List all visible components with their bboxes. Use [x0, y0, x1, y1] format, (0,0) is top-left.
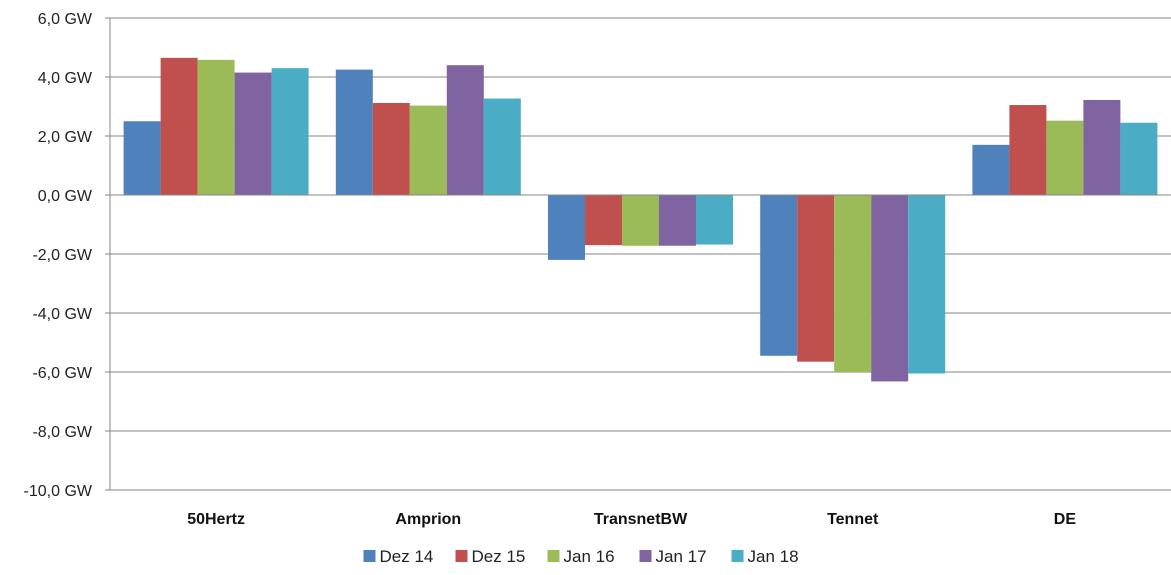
- bar: [197, 59, 235, 195]
- legend: Dez 14 Dez 15 Jan 16 Jan 17 Jan 18: [363, 547, 799, 566]
- legend-label: Jan 18: [748, 547, 799, 566]
- x-category-label: DE: [1054, 511, 1077, 528]
- x-category-labels: 50Hertz Amprion TransnetBW Tennet DE: [187, 511, 1076, 528]
- bar: [160, 57, 198, 196]
- legend-label: Dez 15: [472, 547, 526, 566]
- y-tick-label: 6,0 GW: [38, 11, 93, 28]
- y-tick-label: -2,0 GW: [32, 247, 92, 264]
- bar: [585, 195, 622, 246]
- x-category-label: Tennet: [827, 511, 879, 528]
- x-category-label: Amprion: [395, 511, 461, 528]
- bar: [1083, 100, 1121, 195]
- y-tick-label: 4,0 GW: [38, 70, 93, 87]
- legend-swatch: [547, 550, 560, 562]
- legend-label: Dez 14: [380, 547, 434, 566]
- legend-swatch: [731, 550, 744, 562]
- bar: [696, 195, 733, 245]
- bar: [1046, 120, 1084, 195]
- legend-swatch: [639, 550, 652, 562]
- bar: [335, 69, 373, 195]
- bar: [797, 195, 835, 362]
- bars: [123, 57, 1158, 382]
- axes: [105, 17, 1171, 491]
- bar: [271, 68, 309, 195]
- x-category-label: 50Hertz: [187, 511, 245, 528]
- bar: [908, 195, 946, 374]
- bar: [972, 144, 1010, 195]
- y-tick-label: -6,0 GW: [32, 365, 92, 382]
- bar: [760, 195, 798, 356]
- bar: [622, 195, 659, 246]
- y-tick-label: 2,0 GW: [38, 129, 93, 146]
- bar: [659, 195, 696, 246]
- legend-swatch: [455, 550, 468, 562]
- bar: [372, 102, 410, 195]
- bar: [409, 105, 447, 195]
- legend-swatch: [363, 550, 376, 562]
- bar: [1120, 122, 1158, 195]
- y-tick-labels: 6,0 GW 4,0 GW 2,0 GW 0,0 GW -2,0 GW -4,0 GW -6…: [24, 11, 93, 500]
- y-tick-label: -10,0 GW: [24, 483, 93, 500]
- bar: [548, 195, 585, 260]
- x-category-label: TransnetBW: [594, 511, 688, 528]
- bar: [446, 65, 484, 195]
- bar: [123, 121, 161, 195]
- legend-label: Jan 16: [564, 547, 615, 566]
- bar: [834, 195, 872, 372]
- bar: [234, 72, 272, 195]
- bar: [1009, 105, 1047, 195]
- legend-label: Jan 17: [656, 547, 707, 566]
- bar: [871, 195, 909, 382]
- bar: [483, 98, 521, 195]
- y-tick-label: 0,0 GW: [38, 188, 93, 205]
- y-tick-label: -4,0 GW: [32, 306, 92, 323]
- y-tick-label: -8,0 GW: [32, 424, 92, 441]
